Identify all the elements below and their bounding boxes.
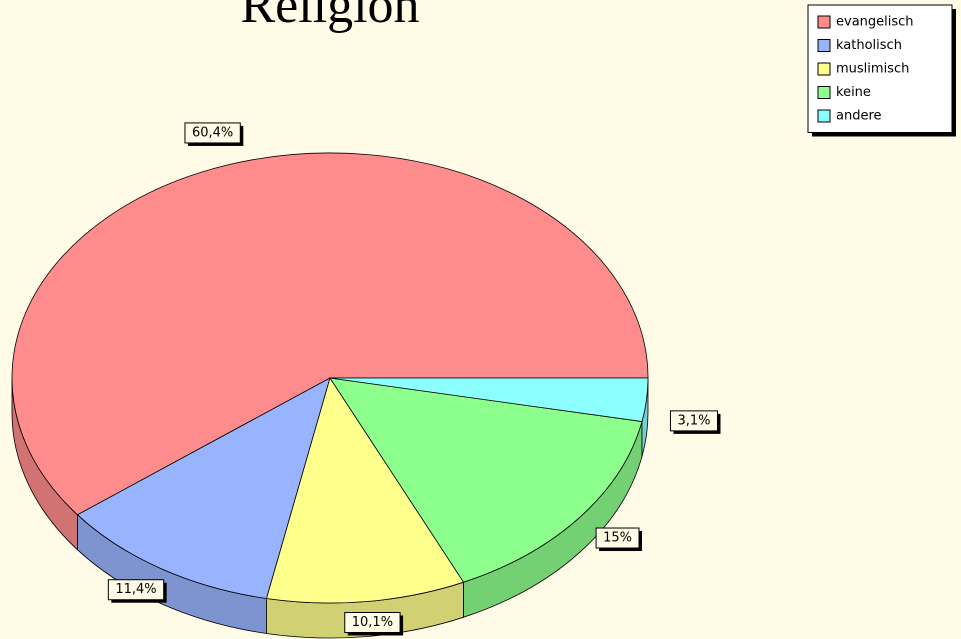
value-label-text: 10,1% bbox=[352, 615, 393, 630]
pie bbox=[11, 152, 649, 639]
label-box bbox=[595, 527, 640, 549]
value-label: 3,1% bbox=[669, 410, 721, 434]
label-box bbox=[669, 410, 718, 432]
legend-label: evangelisch bbox=[836, 15, 914, 30]
value-labels: 60,4% 11,4% 10,1% 15% 3,1% bbox=[107, 122, 721, 636]
legend-swatch bbox=[817, 62, 831, 76]
value-label: 60,4% bbox=[184, 122, 244, 146]
value-label: 10,1% bbox=[344, 611, 404, 636]
value-label: 15% bbox=[595, 527, 642, 552]
chart-title: Religion bbox=[240, 0, 419, 34]
legend-label: katholisch bbox=[836, 38, 902, 53]
legend-box bbox=[807, 4, 953, 133]
legend-label: andere bbox=[836, 109, 882, 124]
label-box bbox=[107, 579, 165, 601]
legend-swatch bbox=[817, 39, 831, 52]
legend-swatch bbox=[817, 86, 831, 99]
slice bbox=[329, 377, 643, 583]
label-box bbox=[344, 611, 401, 633]
slice bbox=[11, 152, 649, 516]
slice bbox=[76, 377, 331, 599]
slice bbox=[265, 377, 465, 604]
value-label-text: 15% bbox=[603, 531, 632, 546]
legend-label: keine bbox=[836, 85, 871, 100]
value-label-text: 60,4% bbox=[192, 125, 233, 140]
legend: evangelisch katholisch muslimisch keine ande… bbox=[807, 4, 956, 137]
legend-swatch bbox=[817, 109, 831, 123]
value-label-text: 11,4% bbox=[115, 582, 156, 597]
legend-label: muslimisch bbox=[836, 62, 909, 77]
legend-swatch bbox=[817, 15, 831, 29]
label-box bbox=[184, 122, 241, 144]
value-label-text: 3,1% bbox=[677, 413, 710, 428]
value-label: 11,4% bbox=[107, 579, 167, 603]
slice bbox=[329, 377, 649, 422]
